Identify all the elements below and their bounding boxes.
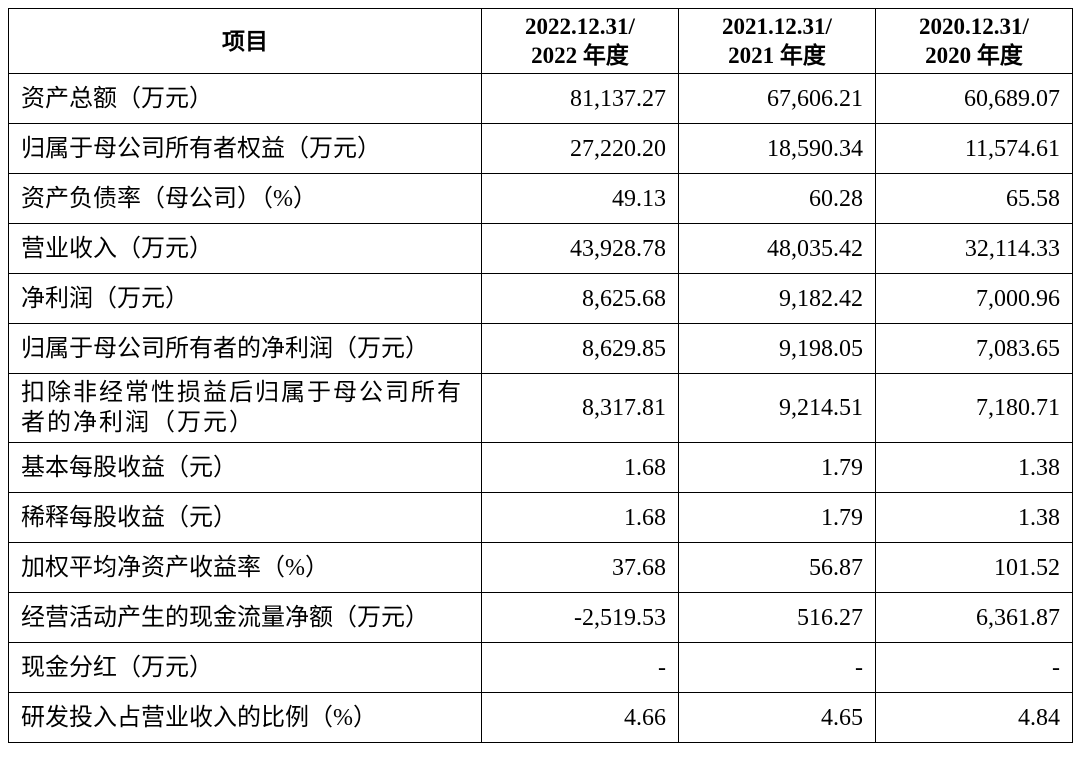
- table-row: 扣除非经常性损益后归属于母公司所有者的净利润（万元） 8,317.81 9,214.…: [8, 373, 1073, 443]
- row-label: 归属于母公司所有者权益（万元）: [8, 123, 482, 174]
- header-cell: 项目: [8, 8, 482, 74]
- value-cell: 8,629.85: [481, 323, 679, 374]
- table-row: 稀释每股收益（元） 1.68 1.79 1.38: [8, 492, 1073, 543]
- row-label: 现金分红（万元）: [8, 642, 482, 693]
- value-cell: 18,590.34: [678, 123, 876, 174]
- table-row: 研发投入占营业收入的比例（%） 4.66 4.65 4.84: [8, 692, 1073, 743]
- value-cell: 9,182.42: [678, 273, 876, 324]
- value-cell: 81,137.27: [481, 73, 679, 124]
- table-row: 资产总额（万元） 81,137.27 67,606.21 60,689.07: [8, 73, 1073, 124]
- value-cell: 1.38: [875, 492, 1073, 543]
- value-cell: 1.38: [875, 442, 1073, 493]
- row-label: 资产总额（万元）: [8, 73, 482, 124]
- table-row: 归属于母公司所有者权益（万元） 27,220.20 18,590.34 11,574.…: [8, 123, 1073, 174]
- value-cell: 6,361.87: [875, 592, 1073, 643]
- header-line: 2020.12.31/: [919, 14, 1029, 39]
- value-cell: 9,198.05: [678, 323, 876, 374]
- row-label: 归属于母公司所有者的净利润（万元）: [8, 323, 482, 374]
- row-label: 稀释每股收益（元）: [8, 492, 482, 543]
- value-cell: 67,606.21: [678, 73, 876, 124]
- value-cell: 7,000.96: [875, 273, 1073, 324]
- row-label: 资产负债率（母公司）（%）: [8, 173, 482, 224]
- value-cell: 4.66: [481, 692, 679, 743]
- table-row: 现金分红（万元） - - -: [8, 642, 1073, 693]
- value-cell: 8,625.68: [481, 273, 679, 324]
- row-label: 净利润（万元）: [8, 273, 482, 324]
- header-line: 2021.12.31/: [722, 14, 832, 39]
- value-cell: 1.79: [678, 492, 876, 543]
- value-cell: 27,220.20: [481, 123, 679, 174]
- value-cell: -: [875, 642, 1073, 693]
- value-cell: 37.68: [481, 542, 679, 593]
- value-cell: -: [678, 642, 876, 693]
- table-row: 经营活动产生的现金流量净额（万元） -2,519.53 516.27 6,361.87: [8, 592, 1073, 643]
- table-row: 基本每股收益（元） 1.68 1.79 1.38: [8, 442, 1073, 493]
- row-label: 加权平均净资产收益率（%）: [8, 542, 482, 593]
- table-row: 归属于母公司所有者的净利润（万元） 8,629.85 9,198.05 7,083.6…: [8, 323, 1073, 374]
- value-cell: 4.84: [875, 692, 1073, 743]
- table-row: 营业收入（万元） 43,928.78 48,035.42 32,114.33: [8, 223, 1073, 274]
- value-cell: 65.58: [875, 173, 1073, 224]
- value-cell: 1.68: [481, 442, 679, 493]
- table-row: 资产负债率（母公司）（%） 49.13 60.28 65.58: [8, 173, 1073, 224]
- value-cell: 9,214.51: [678, 373, 876, 443]
- header-cell: 2021.12.31/2021 年度: [678, 8, 876, 74]
- header-line: 2020 年度: [925, 43, 1023, 68]
- row-label: 基本每股收益（元）: [8, 442, 482, 493]
- value-cell: 7,180.71: [875, 373, 1073, 443]
- table-row: 加权平均净资产收益率（%） 37.68 56.87 101.52: [8, 542, 1073, 593]
- row-label: 营业收入（万元）: [8, 223, 482, 274]
- value-cell: -: [481, 642, 679, 693]
- row-label: 扣除非经常性损益后归属于母公司所有者的净利润（万元）: [8, 373, 482, 443]
- value-cell: -2,519.53: [481, 592, 679, 643]
- value-cell: 7,083.65: [875, 323, 1073, 374]
- value-cell: 60,689.07: [875, 73, 1073, 124]
- value-cell: 4.65: [678, 692, 876, 743]
- value-cell: 60.28: [678, 173, 876, 224]
- header-line: 2022.12.31/: [525, 14, 635, 39]
- value-cell: 48,035.42: [678, 223, 876, 274]
- header-line: 2022 年度: [531, 43, 629, 68]
- table-body: 资产总额（万元） 81,137.27 67,606.21 60,689.07 归属于母公…: [8, 73, 1073, 743]
- value-cell: 8,317.81: [481, 373, 679, 443]
- value-cell: 32,114.33: [875, 223, 1073, 274]
- row-label: 研发投入占营业收入的比例（%）: [8, 692, 482, 743]
- table-row: 净利润（万元） 8,625.68 9,182.42 7,000.96: [8, 273, 1073, 324]
- value-cell: 43,928.78: [481, 223, 679, 274]
- header-line: 2021 年度: [728, 43, 826, 68]
- header-cell: 2022.12.31/2022 年度: [481, 8, 679, 74]
- value-cell: 516.27: [678, 592, 876, 643]
- value-cell: 1.68: [481, 492, 679, 543]
- financial-table: 项目 2022.12.31/2022 年度 2021.12.31/2021 年度 20…: [8, 8, 1073, 743]
- value-cell: 101.52: [875, 542, 1073, 593]
- row-label: 经营活动产生的现金流量净额（万元）: [8, 592, 482, 643]
- header-cell: 2020.12.31/2020 年度: [875, 8, 1073, 74]
- value-cell: 1.79: [678, 442, 876, 493]
- header-row: 项目 2022.12.31/2022 年度 2021.12.31/2021 年度 20…: [8, 8, 1073, 74]
- value-cell: 49.13: [481, 173, 679, 224]
- value-cell: 11,574.61: [875, 123, 1073, 174]
- value-cell: 56.87: [678, 542, 876, 593]
